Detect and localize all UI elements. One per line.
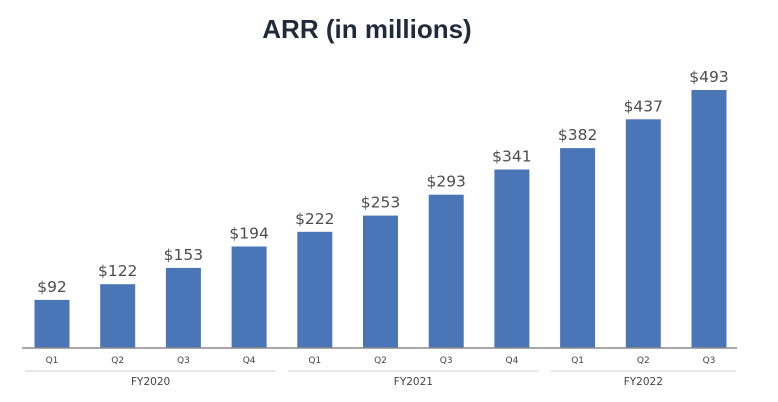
bar-0 <box>34 299 70 348</box>
value-label-10: $493 <box>689 68 728 86</box>
value-label-7: $341 <box>492 148 531 166</box>
quarter-tick-4: Q1 <box>308 356 321 366</box>
bar-7 <box>494 169 530 348</box>
quarter-tick-2: Q3 <box>177 356 190 366</box>
quarter-tick-0: Q1 <box>46 356 59 366</box>
quarter-tick-5: Q2 <box>374 356 387 366</box>
bar-10 <box>691 90 727 348</box>
value-label-6: $293 <box>426 173 465 191</box>
value-label-0: $92 <box>37 278 67 296</box>
bar-8 <box>560 148 596 348</box>
value-label-2: $153 <box>164 246 203 264</box>
value-label-1: $122 <box>98 262 137 280</box>
bar-4 <box>297 231 333 348</box>
bar-1 <box>100 284 136 348</box>
quarter-tick-7: Q4 <box>505 356 518 366</box>
quarter-tick-6: Q3 <box>440 356 453 366</box>
value-label-9: $437 <box>624 97 663 115</box>
bar-2 <box>165 267 201 348</box>
bars-group <box>34 90 727 348</box>
value-labels-group: $92 $122 $153 $194 $222 $253 $293 $341 $382 $437 $… <box>37 68 729 296</box>
quarter-tick-3: Q4 <box>243 356 256 366</box>
value-label-3: $194 <box>229 225 268 243</box>
bar-3 <box>231 246 267 348</box>
bar-6 <box>428 194 464 348</box>
quarter-tick-8: Q1 <box>571 356 584 366</box>
fiscal-year-groups: FY2020 FY2021 FY2022 <box>25 370 736 388</box>
fy-label-2: FY2022 <box>624 376 663 388</box>
quarter-tick-10: Q3 <box>703 356 716 366</box>
value-label-8: $382 <box>558 126 597 144</box>
bar-5 <box>363 215 398 348</box>
fy-label-1: FY2021 <box>394 376 433 388</box>
quarter-tick-9: Q2 <box>637 356 650 366</box>
value-label-5: $253 <box>361 194 400 212</box>
quarter-tick-labels: Q1 Q2 Q3 Q4 Q1 Q2 Q3 Q4 Q1 Q2 Q3 <box>46 356 716 366</box>
fy-label-0: FY2020 <box>131 376 170 388</box>
quarter-tick-1: Q2 <box>111 356 124 366</box>
value-label-4: $222 <box>295 210 334 228</box>
bar-9 <box>625 119 661 348</box>
chart-title: ARR (in millions) <box>262 14 471 44</box>
